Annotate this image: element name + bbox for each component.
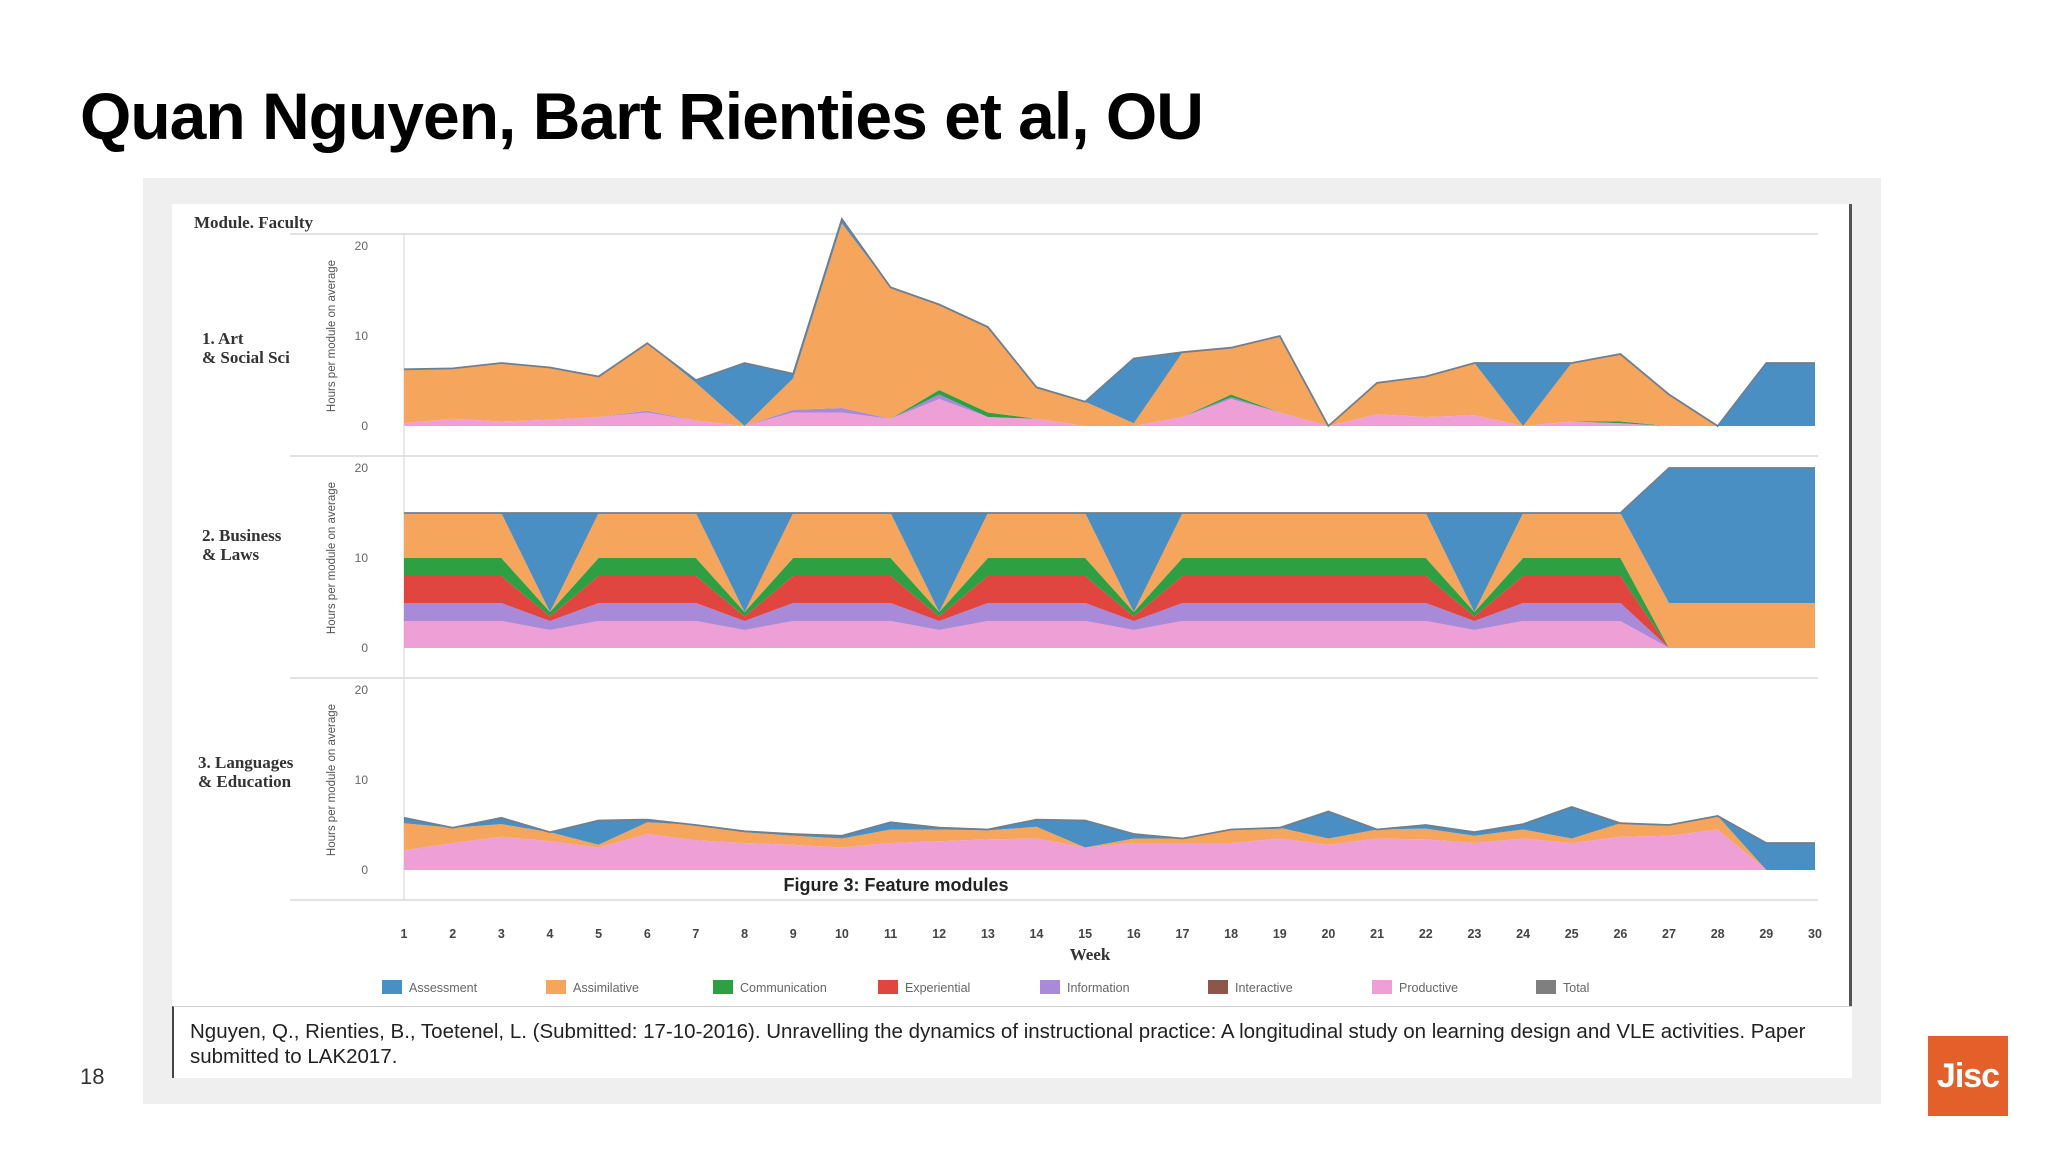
x-tick-label: 20 — [1321, 927, 1335, 941]
figure-header: Module. Faculty — [194, 213, 313, 232]
jisc-logo: Jisc — [1928, 1036, 2008, 1116]
legend-item-communication: Communication — [713, 980, 827, 995]
panel-1-art-social-sci: 0 10 20 Hours per module on average 1. Art & … — [202, 217, 1818, 456]
legend-label: Assessment — [409, 981, 478, 995]
y-tick-label: 20 — [355, 239, 369, 253]
x-tick-label: 4 — [547, 927, 554, 941]
x-tick-label: 17 — [1176, 927, 1190, 941]
y-tick-label: 10 — [355, 773, 369, 787]
x-tick-label: 3 — [498, 927, 505, 941]
x-tick-label: 11 — [884, 927, 897, 941]
panel-label: 3. Languages & Education — [198, 753, 294, 791]
x-tick-label: 9 — [790, 927, 797, 941]
legend-label: Communication — [740, 981, 827, 995]
x-tick-label: 23 — [1467, 927, 1481, 941]
area-1-art-social-sci-productive — [404, 399, 1815, 426]
y-tick-label: 0 — [361, 863, 368, 877]
area-1-art-social-sci-assimilative — [404, 223, 1815, 426]
x-tick-label: 15 — [1078, 927, 1092, 941]
x-tick-label: 29 — [1759, 927, 1773, 941]
area-1-art-social-sci-assessment — [404, 219, 1815, 426]
x-tick-label: 28 — [1711, 927, 1725, 941]
x-tick-label: 21 — [1370, 927, 1384, 941]
x-tick-label: 16 — [1127, 927, 1141, 941]
x-tick-label: 25 — [1565, 927, 1579, 941]
legend-item-experiential: Experiential — [878, 980, 970, 995]
y-tick-label: 20 — [355, 461, 369, 475]
y-tick-label: 0 — [361, 641, 368, 655]
x-tick-label: 13 — [981, 927, 995, 941]
legend-swatch — [1040, 980, 1060, 994]
area-2-business-laws-experiential — [404, 576, 1815, 648]
x-tick-label: 26 — [1613, 927, 1627, 941]
legend-item-total: Total — [1536, 980, 1589, 995]
x-tick-label: 8 — [741, 927, 748, 941]
legend: Assessment Assimilative Communication Exper… — [382, 980, 1589, 995]
x-tick-label: 10 — [835, 927, 849, 941]
legend-swatch — [382, 980, 402, 994]
total-outline-2-business-laws — [404, 467, 1815, 514]
y-axis-label: Hours per module on average — [326, 482, 338, 634]
x-tick-label: 30 — [1808, 927, 1822, 941]
slide-title: Quan Nguyen, Bart Rienties et al, OU — [80, 79, 1204, 153]
legend-swatch — [1372, 980, 1392, 994]
y-tick-label: 10 — [355, 329, 369, 343]
x-tick-label: 19 — [1273, 927, 1287, 941]
x-tick-label: 14 — [1030, 927, 1044, 941]
figure-caption-overlay: Figure 3: Feature modules — [783, 875, 1008, 895]
area-2-business-laws-assessment — [404, 468, 1815, 612]
x-tick-label: 18 — [1224, 927, 1238, 941]
area-2-business-laws-assimilative — [404, 513, 1815, 648]
y-tick-label: 0 — [361, 419, 368, 433]
legend-swatch — [546, 980, 566, 994]
legend-label: Experiential — [905, 981, 970, 995]
x-tick-label: 24 — [1516, 927, 1530, 941]
legend-item-interactive: Interactive — [1208, 980, 1293, 995]
panel-3-languages-education: 0 10 20 Hours per module on average 3. Langu… — [198, 677, 1818, 900]
y-tick-label: 10 — [355, 551, 369, 565]
legend-label: Total — [1563, 981, 1589, 995]
area-2-business-laws-information — [404, 603, 1815, 648]
x-axis-title: Week — [1070, 945, 1111, 964]
y-tick-label: 20 — [355, 683, 369, 697]
x-tick-label: 12 — [932, 927, 946, 941]
area-3-languages-education-assessment — [404, 807, 1815, 870]
panel-2-business-laws: 0 10 20 Hours per module on average 2. Busin… — [202, 455, 1818, 678]
panel-label: 1. Art & Social Sci — [202, 329, 290, 367]
legend-swatch — [713, 980, 733, 994]
y-axis-label: Hours per module on average — [326, 260, 338, 412]
page-number: 18 — [80, 1064, 105, 1089]
total-outline-3-languages-education — [403, 806, 1815, 844]
x-tick-label: 1 — [401, 927, 408, 941]
legend-label: Information — [1067, 981, 1130, 995]
legend-label: Assimilative — [573, 981, 639, 995]
x-tick-label: 22 — [1419, 927, 1433, 941]
legend-label: Productive — [1399, 981, 1458, 995]
x-tick-label: 7 — [692, 927, 699, 941]
x-tick-label: 2 — [449, 927, 456, 941]
legend-item-assessment: Assessment — [382, 980, 478, 995]
x-tick-label: 27 — [1662, 927, 1676, 941]
figure-panel: Module. Faculty 0 10 20 Hours per module on… — [172, 204, 1852, 1078]
area-3-languages-education-productive — [404, 829, 1815, 870]
legend-item-information: Information — [1040, 980, 1130, 995]
x-tick-label: 6 — [644, 927, 651, 941]
legend-swatch — [1536, 980, 1556, 994]
figure-right-border — [1849, 204, 1852, 1078]
y-axis-label: Hours per module on average — [326, 704, 338, 856]
legend-swatch — [1208, 980, 1228, 994]
legend-item-productive: Productive — [1372, 980, 1458, 995]
total-outline-1-art-social-sci — [403, 217, 1815, 428]
legend-item-assimilative: Assimilative — [546, 980, 639, 995]
legend-label: Interactive — [1235, 981, 1293, 995]
citation-text: Nguyen, Q., Rienties, B., Toetenel, L. (… — [172, 1006, 1852, 1078]
legend-swatch — [878, 980, 898, 994]
panel-label: 2. Business & Laws — [202, 526, 282, 564]
area-2-business-laws-productive — [404, 621, 1815, 648]
x-tick-label: 5 — [595, 927, 602, 941]
